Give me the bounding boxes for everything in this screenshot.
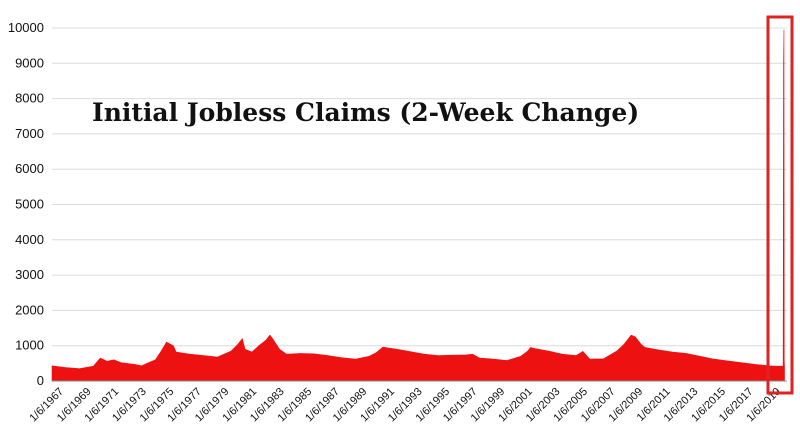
y-tick-9000: 9000 <box>15 55 44 70</box>
y-tick-2000: 2000 <box>15 302 44 317</box>
y-axis-ticks: 0 1000 2000 3000 4000 5000 6000 7000 8000 9000 100… <box>8 20 44 388</box>
y-tick-3000: 3000 <box>15 267 44 282</box>
y-tick-0: 0 <box>37 373 44 388</box>
x-axis-ticks: 1/6/19671/6/19691/6/19711/6/19731/6/1975… <box>27 386 783 425</box>
y-tick-6000: 6000 <box>15 161 44 176</box>
series-area-group <box>51 29 785 382</box>
y-tick-8000: 8000 <box>15 91 44 106</box>
highlight-box <box>766 15 794 395</box>
series-area <box>51 29 785 382</box>
y-tick-5000: 5000 <box>15 197 44 212</box>
y-tick-7000: 7000 <box>15 126 44 141</box>
grid-lines <box>52 27 787 347</box>
y-tick-10000: 10000 <box>8 20 44 35</box>
y-tick-1000: 1000 <box>15 338 44 353</box>
chart-title: Initial Jobless Claims (2-Week Change) <box>92 98 640 127</box>
y-tick-4000: 4000 <box>15 232 44 247</box>
